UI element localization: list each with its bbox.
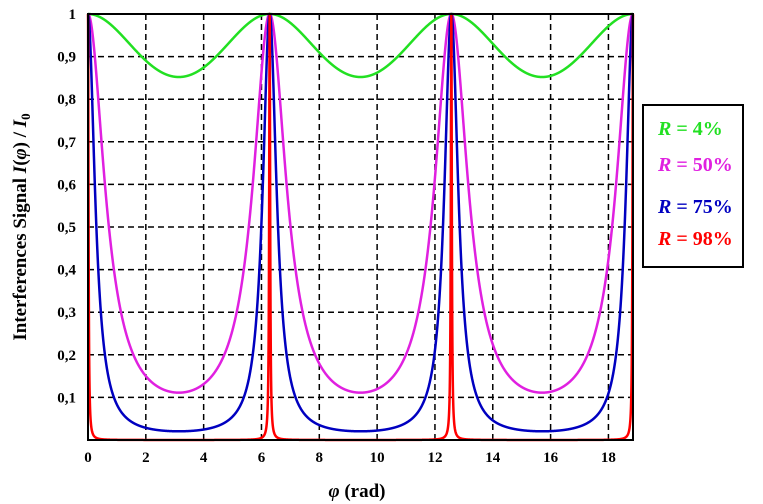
x-tick-label: 0	[84, 450, 92, 466]
legend: R = 4% R = 50% R = 75% R = 98%	[642, 104, 744, 268]
series-line-r50	[86, 12, 635, 394]
y-tick-label: 0,5	[57, 220, 76, 236]
legend-entry-r4: R = 4%	[658, 118, 723, 140]
x-tick-label: 8	[316, 450, 324, 466]
legend-entry-r98: R = 98%	[658, 228, 733, 250]
series-line-r4	[86, 12, 635, 79]
x-tick-label: 10	[370, 450, 385, 466]
y-tick-label: 0,4	[57, 263, 76, 279]
y-tick-labels: 0,1 0,2 0,3 0,4 0,5 0,6 0,7 0,8 0,9 1	[57, 7, 76, 406]
x-axis-title: φ (rad)	[328, 481, 385, 502]
x-tick-label: 18	[601, 450, 616, 466]
y-tick-label: 0,1	[57, 390, 76, 406]
x-tick-labels: 0 2 4 6 8 10 12 14 16 18	[84, 450, 616, 466]
grid-lines	[88, 14, 633, 440]
y-tick-label: 0,8	[57, 92, 76, 108]
legend-entry-r75: R = 75%	[658, 196, 733, 218]
x-tick-label: 16	[543, 450, 559, 466]
y-tick-label: 0,9	[57, 50, 76, 66]
x-tick-label: 14	[485, 450, 501, 466]
legend-entry-r50: R = 50%	[658, 154, 733, 176]
x-tick-label: 2	[142, 450, 150, 466]
plot-frame	[87, 13, 634, 441]
y-tick-label: 0,3	[57, 305, 76, 321]
x-tick-label: 12	[427, 450, 442, 466]
y-tick-label: 0,7	[57, 135, 76, 151]
y-axis-title: Interferences Signal I(φ) / I0	[10, 113, 33, 340]
x-tick-label: 4	[200, 450, 208, 466]
series-line-r75	[86, 12, 635, 433]
x-tick-label: 6	[258, 450, 266, 466]
y-tick-label: 0,6	[57, 177, 76, 193]
y-tick-label: 1	[69, 7, 77, 23]
y-tick-label: 0,2	[57, 348, 76, 364]
